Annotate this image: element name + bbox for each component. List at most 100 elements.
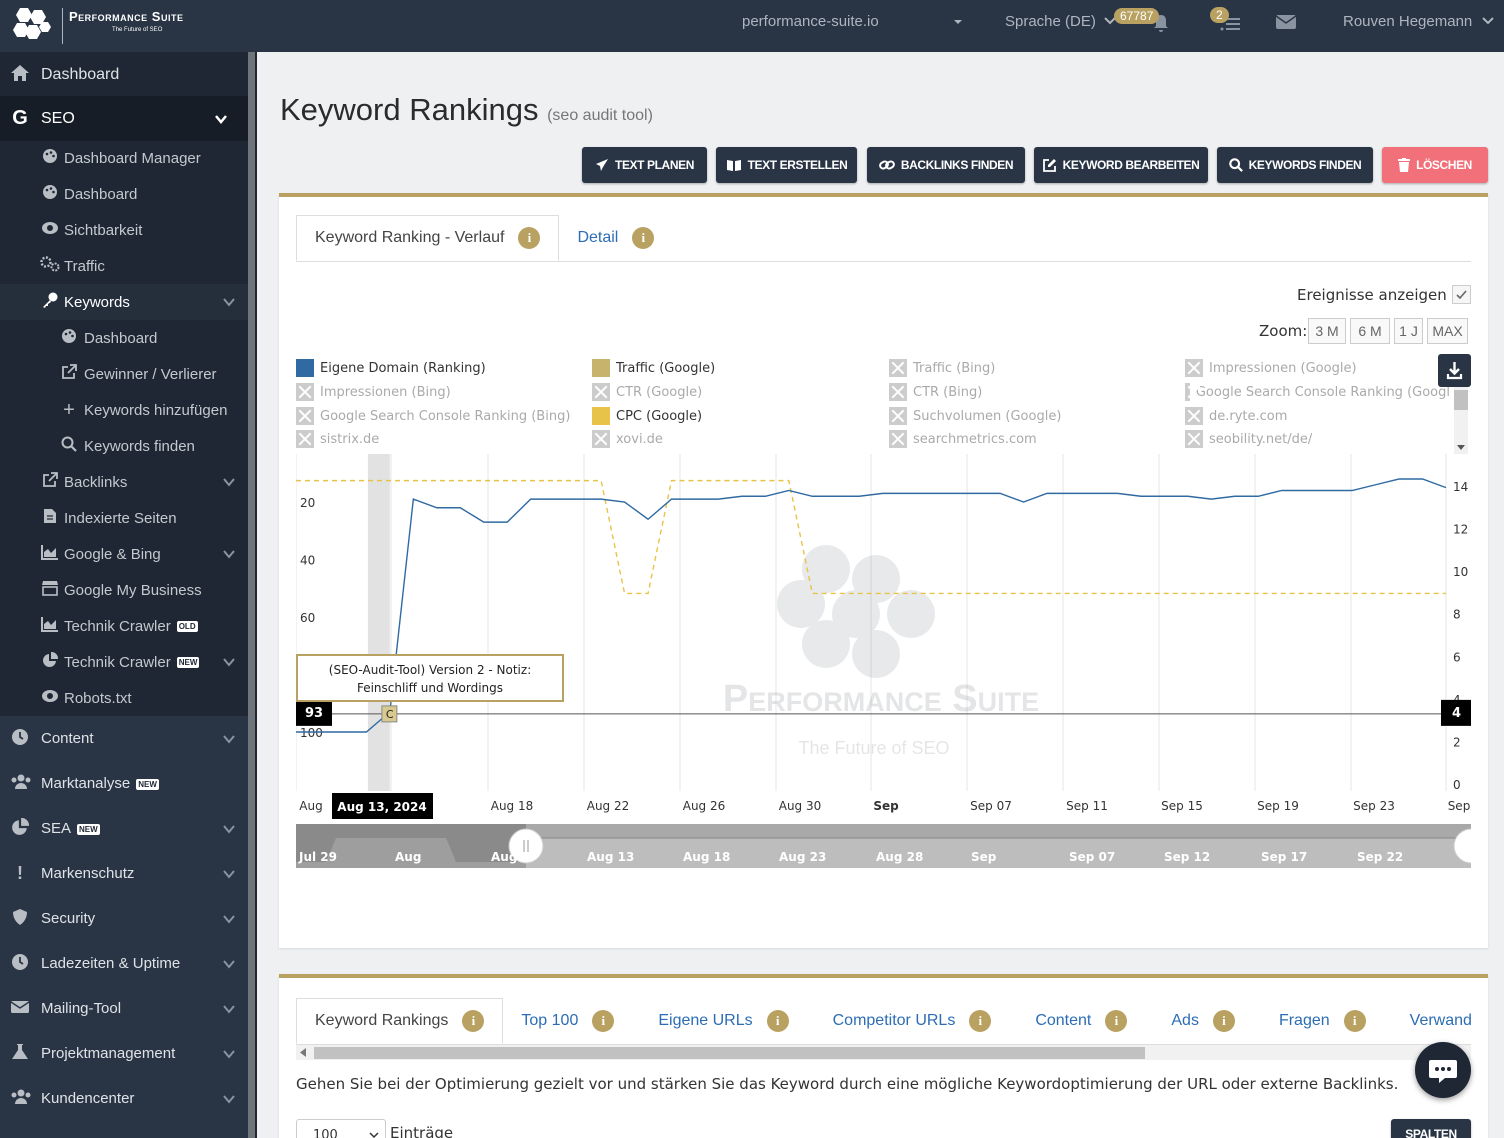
envelope-icon xyxy=(10,1000,30,1018)
tasks-list-icon[interactable] xyxy=(1218,12,1242,38)
sidebar-item-robots-txt[interactable]: Robots.txt xyxy=(0,680,248,716)
navigator-handle-left[interactable] xyxy=(508,828,544,864)
sidebar-item-keywords-hinzufuegen[interactable]: + Keywords hinzufügen xyxy=(0,392,248,428)
tab-fragen[interactable]: Fragen i xyxy=(1261,998,1392,1044)
sidebar-item-dashboard-manager[interactable]: Dashboard Manager xyxy=(0,140,248,176)
legend-item[interactable]: Traffic (Bing) xyxy=(889,359,995,377)
spalten-button[interactable]: SPALTEN xyxy=(1391,1119,1471,1138)
sidebar-item-security[interactable]: Security xyxy=(0,896,248,941)
page-size-value: 100 xyxy=(313,1128,338,1138)
sidebar-item-dashboard[interactable]: Dashboard xyxy=(0,52,248,97)
sidebar-item-keywords-dashboard[interactable]: Dashboard xyxy=(0,320,248,356)
sidebar-item-backlinks[interactable]: Backlinks xyxy=(0,464,248,500)
legend-disabled-icon xyxy=(889,430,907,448)
tab-label: Top 100 xyxy=(521,1012,579,1029)
tab-ads[interactable]: Ads i xyxy=(1153,998,1261,1044)
navigator-handle-right[interactable] xyxy=(1453,828,1471,864)
sidebar-item-gewinner-verlierer[interactable]: Gewinner / Verlierer xyxy=(0,356,248,392)
legend-label: sistrix.de xyxy=(320,431,380,447)
info-icon[interactable]: i xyxy=(1343,1010,1366,1032)
info-icon[interactable]: i xyxy=(462,1010,485,1032)
sidebar-item-sichtbarkeit[interactable]: Sichtbarkeit xyxy=(0,212,248,248)
sidebar-item-technik-crawler-new[interactable]: Technik Crawler NEW xyxy=(0,644,248,680)
sidebar-item-sea[interactable]: SEA NEW xyxy=(0,806,248,851)
info-icon[interactable]: i xyxy=(969,1010,992,1032)
legend-item[interactable]: CTR (Bing) xyxy=(889,383,982,401)
sidebar-item-seo-dashboard[interactable]: Dashboard xyxy=(0,176,248,212)
event-tooltip-line1: (SEO-Audit-Tool) Version 2 - Notiz: xyxy=(329,663,531,677)
legend-item[interactable]: de.ryte.com xyxy=(1185,407,1450,425)
sidebar-item-projektmanagement[interactable]: Projektmanagement xyxy=(0,1031,248,1076)
tabs-scrollbar-thumb[interactable] xyxy=(314,1047,1145,1059)
messages-envelope-icon[interactable] xyxy=(1275,14,1297,34)
sidebar-item-google-my-business[interactable]: Google My Business xyxy=(0,572,248,608)
events-checkbox[interactable] xyxy=(1452,285,1471,304)
legend-scrollbar[interactable] xyxy=(1454,385,1468,456)
backlinks-finden-button[interactable]: BACKLINKS FINDEN xyxy=(867,147,1025,183)
legend-item[interactable]: Suchvolumen (Google) xyxy=(889,407,1061,425)
sidebar-item-kundencenter[interactable]: Kundencenter xyxy=(0,1076,248,1121)
user-menu[interactable]: Rouven Hegemann xyxy=(1343,13,1495,30)
info-icon[interactable]: i xyxy=(632,227,655,249)
export-download-button[interactable] xyxy=(1438,354,1471,387)
legend-item[interactable]: CTR (Google) xyxy=(592,383,702,401)
sidebar-item-traffic[interactable]: Traffic xyxy=(0,248,248,284)
info-icon[interactable]: i xyxy=(1212,1010,1235,1032)
brand-logo[interactable]: Performance Suite The Future of SEO xyxy=(12,6,252,46)
info-icon[interactable]: i xyxy=(1105,1010,1128,1032)
sidebar-label: Technik Crawler OLD xyxy=(64,618,198,635)
zoom-1j-button[interactable]: 1 J xyxy=(1394,318,1423,344)
tab-detail[interactable]: Detail i xyxy=(559,215,672,261)
legend-item[interactable]: Eigene Domain (Ranking) xyxy=(296,359,486,377)
keywords-finden-button[interactable]: KEYWORDS FINDEN xyxy=(1217,147,1373,183)
sidebar-item-marktanalyse[interactable]: Marktanalyse NEW xyxy=(0,761,248,806)
legend-item[interactable]: xovi.de xyxy=(592,430,663,448)
legend-item[interactable]: Traffic (Google) xyxy=(592,359,715,377)
tab-content[interactable]: Content i xyxy=(1017,998,1153,1044)
keyword-bearbeiten-button[interactable]: KEYWORD BEARBEITEN xyxy=(1034,147,1208,183)
sidebar-item-content[interactable]: Content xyxy=(0,716,248,761)
zoom-6m-button[interactable]: 6 M xyxy=(1350,318,1390,344)
info-icon[interactable]: i xyxy=(592,1010,615,1032)
info-icon[interactable]: i xyxy=(766,1010,789,1032)
sidebar-scrollbar[interactable] xyxy=(248,52,255,1138)
event-flag[interactable] xyxy=(381,705,398,723)
legend-item[interactable]: Google Search Console Ranking (Bing) xyxy=(296,407,570,425)
sidebar-item-technik-crawler-old[interactable]: Technik Crawler OLD xyxy=(0,608,248,644)
page-size-select[interactable]: 100 xyxy=(296,1119,386,1138)
sidebar-item-markenschutz[interactable]: ! Markenschutz xyxy=(0,851,248,896)
tab-keyword-ranking-verlauf[interactable]: Keyword Ranking - Verlauf i xyxy=(296,215,560,261)
sidebar-item-google-bing[interactable]: Google & Bing xyxy=(0,536,248,572)
legend-item[interactable]: Google Search Console Ranking (Googl xyxy=(1185,383,1450,401)
domain-select[interactable]: performance-suite.io xyxy=(742,13,879,30)
info-icon[interactable]: i xyxy=(518,227,541,249)
tabs-horizontal-scrollbar[interactable] xyxy=(296,1045,1471,1060)
loeschen-button[interactable]: LÖSCHEN xyxy=(1382,147,1488,183)
tab-competitor-urls[interactable]: Competitor URLs i xyxy=(815,998,1018,1044)
chat-widget-button[interactable] xyxy=(1415,1042,1471,1098)
sidebar-item-keywords[interactable]: Keywords xyxy=(0,284,248,320)
sidebar-label: Keywords xyxy=(64,293,130,311)
sidebar-item-mailing-tool[interactable]: Mailing-Tool xyxy=(0,986,248,1031)
sidebar-item-indexierte-seiten[interactable]: Indexierte Seiten xyxy=(0,500,248,536)
legend-item[interactable]: sistrix.de xyxy=(296,430,379,448)
legend-item[interactable]: seobility.net/de/ xyxy=(1185,430,1450,448)
sidebar-item-seo[interactable]: G SEO xyxy=(0,96,248,141)
language-select[interactable]: Sprache (DE) xyxy=(1005,13,1116,30)
tab-verwandte[interactable]: Verwandte xyxy=(1392,998,1471,1044)
text-planen-button[interactable]: TEXT PLANEN xyxy=(582,147,707,183)
legend-item[interactable]: Impressionen (Google) xyxy=(1185,359,1450,377)
legend-item[interactable]: searchmetrics.com xyxy=(889,430,1037,448)
sidebar-item-keywords-finden[interactable]: Keywords finden xyxy=(0,428,248,464)
tab-keyword-rankings[interactable]: Keyword Rankings i xyxy=(296,998,504,1044)
tab-eigene-urls[interactable]: Eigene URLs i xyxy=(640,998,814,1044)
zoom-3m-button[interactable]: 3 M xyxy=(1308,318,1346,344)
text-erstellen-button[interactable]: TEXT ERSTELLEN xyxy=(716,147,857,183)
zoom-max-button[interactable]: MAX xyxy=(1427,318,1468,344)
legend-item[interactable]: Impressionen (Bing) xyxy=(296,383,451,401)
legend-item[interactable]: CPC (Google) xyxy=(592,407,702,425)
sidebar-item-ladezeiten[interactable]: Ladezeiten & Uptime xyxy=(0,941,248,986)
legend-scrollbar-thumb[interactable] xyxy=(1454,390,1468,410)
tab-top-100[interactable]: Top 100 i xyxy=(503,998,640,1044)
